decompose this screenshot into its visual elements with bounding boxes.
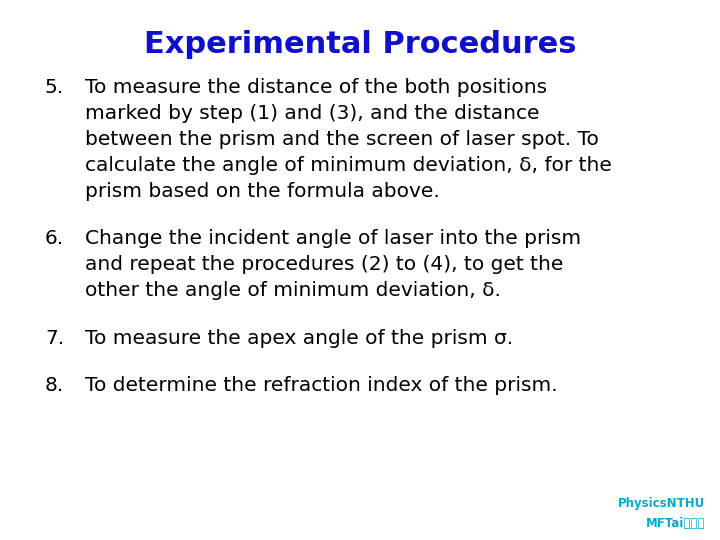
Text: MFTai戴明鳳: MFTai戴明鳳 <box>646 517 705 530</box>
Text: Experimental Procedures: Experimental Procedures <box>144 30 576 59</box>
Text: Change the incident angle of laser into the prism: Change the incident angle of laser into … <box>85 229 581 248</box>
Text: 7.: 7. <box>45 328 64 348</box>
Text: calculate the angle of minimum deviation, δ, for the: calculate the angle of minimum deviation… <box>85 156 612 175</box>
Text: To measure the apex angle of the prism σ.: To measure the apex angle of the prism σ… <box>85 328 513 348</box>
Text: and repeat the procedures (2) to (4), to get the: and repeat the procedures (2) to (4), to… <box>85 255 563 274</box>
Text: To measure the distance of the both positions: To measure the distance of the both posi… <box>85 78 547 97</box>
Text: between the prism and the screen of laser spot. To: between the prism and the screen of lase… <box>85 130 599 149</box>
Text: 6.: 6. <box>45 229 64 248</box>
Text: other the angle of minimum deviation, δ.: other the angle of minimum deviation, δ. <box>85 281 501 300</box>
Text: 8.: 8. <box>45 376 64 395</box>
Text: 5.: 5. <box>45 78 64 97</box>
Text: marked by step (1) and (3), and the distance: marked by step (1) and (3), and the dist… <box>85 104 539 123</box>
Text: prism based on the formula above.: prism based on the formula above. <box>85 181 440 201</box>
Text: To determine the refraction index of the prism.: To determine the refraction index of the… <box>85 376 557 395</box>
Text: PhysicsNTHU: PhysicsNTHU <box>618 497 705 510</box>
